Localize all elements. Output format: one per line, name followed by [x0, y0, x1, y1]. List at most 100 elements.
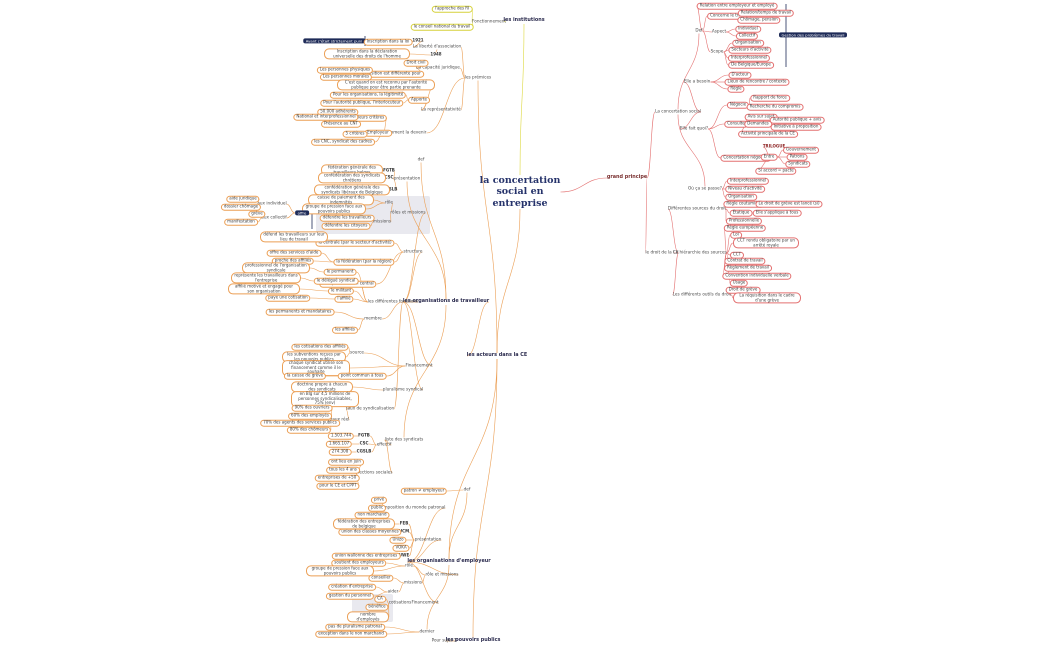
- mindmap-node[interactable]: Fonctionnement: [472, 18, 506, 24]
- mindmap-node[interactable]: le conseil national du travail: [410, 23, 474, 31]
- mindmap-node[interactable]: effectif: [376, 441, 392, 447]
- mindmap-node[interactable]: Le droit de grève est lancé (si): [755, 200, 823, 208]
- mindmap-node[interactable]: def: [417, 156, 425, 162]
- mindmap-node[interactable]: Elle s'applique à tous: [752, 209, 802, 217]
- mindmap-node[interactable]: Elle a besoin: [683, 78, 711, 84]
- mindmap-node[interactable]: Collectif: [735, 32, 759, 40]
- mindmap-node[interactable]: missions: [372, 218, 392, 224]
- branch-les-institutions[interactable]: les institutions: [503, 17, 545, 24]
- mindmap-node[interactable]: union des classes moyennes: [338, 528, 402, 536]
- mindmap-node[interactable]: bénéfice: [365, 603, 389, 611]
- branch-organisations-employeur[interactable]: les organisations d'employeur: [407, 558, 491, 565]
- mindmap-node[interactable]: VOKA: [392, 544, 410, 552]
- mindmap-node[interactable]: pas de pluralisme patronal: [325, 623, 385, 631]
- mindmap-node[interactable]: Les personnes physiques: [316, 66, 374, 74]
- mindmap-node[interactable]: Def: [695, 27, 703, 33]
- mindmap-node[interactable]: Syndicats: [785, 160, 811, 168]
- mindmap-node[interactable]: paye une cotisation: [265, 294, 311, 302]
- mindmap-node[interactable]: défendre les citoyens: [321, 222, 371, 230]
- mindmap-node[interactable]: Comment la devenir: [383, 129, 427, 135]
- mindmap-node[interactable]: aux individuel: [257, 200, 287, 206]
- mindmap-node[interactable]: les prémices: [464, 74, 492, 80]
- mindmap-node[interactable]: aider: [387, 588, 399, 594]
- mindmap-node[interactable]: Initiative à proposition: [770, 123, 822, 131]
- mindmap-node[interactable]: De Belgique/Europe: [728, 61, 774, 69]
- mindmap-node[interactable]: affilié motivé et engagé pour son organi…: [228, 283, 300, 295]
- mindmap-node[interactable]: Unizo: [389, 536, 407, 544]
- mindmap-node[interactable]: la caisse de grève: [283, 372, 327, 380]
- mindmap-node[interactable]: Activité principale de la CE: [738, 130, 798, 138]
- mindmap-node[interactable]: les affiliés: [331, 326, 359, 334]
- callout-gestion-des-problemes-du-travail[interactable]: Gestion des problèmes du travail: [779, 32, 847, 38]
- mindmap-node[interactable]: structure: [403, 248, 423, 254]
- mindmap-node[interactable]: conseiller: [368, 574, 394, 582]
- mindmap-node[interactable]: Employeur: [364, 129, 392, 137]
- mindmap-node[interactable]: Rapport de force: [750, 94, 790, 102]
- mindmap-node[interactable]: UWE: [398, 552, 410, 558]
- mindmap-node[interactable]: exception dans le non marchand: [315, 630, 387, 638]
- branch-grand-principe[interactable]: grand principe: [606, 174, 648, 181]
- mindmap-node[interactable]: les différentes fonctions: [367, 298, 419, 304]
- mindmap-node[interactable]: création d'entreprise: [328, 583, 376, 591]
- central-topic[interactable]: la concertation social en entreprise: [479, 174, 561, 209]
- branch-pouvoirs-publics[interactable]: les pouvoirs publics: [445, 637, 501, 644]
- mindmap-node[interactable]: Règle européenne: [723, 224, 767, 232]
- mindmap-node[interactable]: groupe de pression face aux pouvoirs pub…: [302, 203, 366, 215]
- mindmap-node[interactable]: TRILOGUE: [762, 143, 786, 149]
- callout-offre[interactable]: offre: [295, 210, 309, 216]
- mindmap-node[interactable]: gestion du personnel: [325, 592, 375, 600]
- mindmap-node[interactable]: Relation entre employeur et employé: [696, 2, 778, 10]
- mindmap-node[interactable]: Patrons: [786, 153, 808, 161]
- mindmap-node[interactable]: rôles et missions: [390, 209, 426, 215]
- mindmap-node[interactable]: groupe de pression face aux pouvoirs pub…: [306, 565, 374, 577]
- mindmap-node[interactable]: rôle: [405, 562, 413, 568]
- mindmap-node[interactable]: les permanents et mandataires: [265, 308, 335, 316]
- mindmap-node[interactable]: Gouvernement: [783, 146, 819, 154]
- mindmap-node[interactable]: taux de syndicalisation: [345, 405, 395, 411]
- branch-organisations-de-travailleur[interactable]: les organisations de travailleur: [402, 298, 490, 305]
- mindmap-node[interactable]: pour le CE et CPPT: [316, 482, 360, 490]
- mindmap-node[interactable]: CSC: [384, 174, 394, 180]
- mindmap-node[interactable]: la fédération (par la région): [333, 258, 395, 266]
- mindmap-node[interactable]: union wallonne des entreprises: [331, 552, 401, 560]
- mindmap-node[interactable]: confédération des syndicats chrétiens: [318, 172, 386, 184]
- mindmap-node[interactable]: Secteurs d'activité: [728, 46, 772, 54]
- mindmap-node[interactable]: 1.503.744: [327, 432, 355, 440]
- mindmap-node[interactable]: le permanent: [323, 268, 357, 276]
- mindmap-node[interactable]: dernier: [419, 628, 435, 634]
- mindmap-node[interactable]: Contrat de travail: [724, 257, 766, 265]
- mindmap-node[interactable]: l'approche des RI: [431, 5, 473, 13]
- mindmap-node[interactable]: 70% des agents des services publics: [260, 419, 340, 427]
- mindmap-node[interactable]: Chômage, pension: [737, 16, 781, 24]
- mindmap-node[interactable]: CGSLB: [382, 186, 398, 192]
- mindmap-node[interactable]: Étatique: [729, 209, 753, 217]
- mindmap-node[interactable]: CCT rendu obligatoire par un arrêté roya…: [733, 237, 799, 249]
- mindmap-node[interactable]: Inscription dans la déclaration universe…: [324, 48, 410, 60]
- mindmap-node[interactable]: Droit civil: [403, 59, 429, 67]
- mindmap-node[interactable]: FGTB: [358, 432, 370, 438]
- mindmap-node[interactable]: ont lieu en juin: [328, 458, 364, 466]
- mindmap-node[interactable]: aide juridique: [226, 195, 260, 203]
- mindmap-node[interactable]: Pour les organisations, la légitimité: [329, 91, 407, 99]
- mindmap-node[interactable]: 274.308: [328, 448, 352, 456]
- mindmap-node[interactable]: Financement: [411, 599, 439, 605]
- callout-avant-strictement-puni[interactable]: Avant c'était strictement puni: [303, 38, 365, 44]
- mindmap-node[interactable]: entreprises de +50: [314, 474, 360, 482]
- mindmap-node[interactable]: les CNC, syndicat des cadres: [311, 138, 375, 146]
- mindmap-node[interactable]: D'acteur: [728, 71, 752, 79]
- mindmap-node[interactable]: def: [463, 486, 471, 492]
- mindmap-node[interactable]: Entre: [760, 153, 778, 161]
- mindmap-node[interactable]: Règle: [727, 85, 745, 93]
- mindmap-node[interactable]: La représentativité: [421, 106, 461, 112]
- mindmap-node[interactable]: défendre les travailleurs: [319, 214, 375, 222]
- mindmap-node[interactable]: 1.665.107: [325, 440, 353, 448]
- mindmap-node[interactable]: Scope: [710, 48, 724, 54]
- mindmap-node[interactable]: membre: [364, 315, 382, 321]
- mindmap-node[interactable]: 90% des ouvriers: [291, 404, 333, 412]
- mindmap-node[interactable]: le délégué syndical: [313, 277, 359, 285]
- branch-les-acteurs-dans-la-ce[interactable]: les acteurs dans la CE: [466, 352, 528, 359]
- mindmap-node[interactable]: Usage: [729, 279, 749, 287]
- mindmap-node[interactable]: La hiérarchie des sources: [673, 249, 727, 255]
- mindmap-node[interactable]: National et interprofessionnel: [293, 113, 359, 121]
- mindmap-node[interactable]: UCM: [398, 528, 410, 534]
